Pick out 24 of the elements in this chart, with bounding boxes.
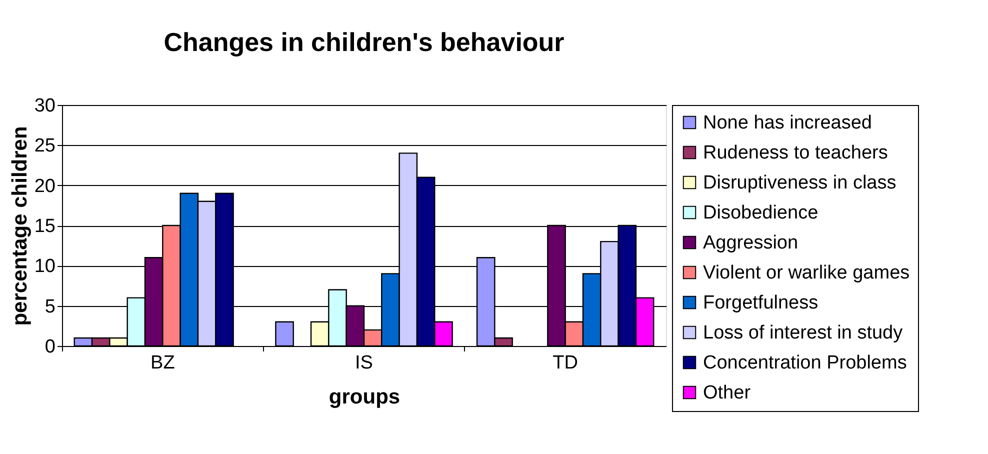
y-tick-label: 25 <box>34 136 56 157</box>
x-tick-label: IS <box>355 352 373 374</box>
legend-label: Rudeness to teachers <box>703 142 888 164</box>
legend-label: Concentration Problems <box>703 352 907 374</box>
y-tick-label: 0 <box>44 336 56 358</box>
legend-label: Disruptiveness in class <box>703 172 896 194</box>
legend-label: None has increased <box>703 112 872 134</box>
legend-label: Aggression <box>703 232 798 254</box>
x-axis-title: groups <box>328 386 400 408</box>
y-axis-title: percentage children <box>8 126 32 326</box>
legend-label: Other <box>703 382 752 404</box>
legend-label: Loss of interest in study <box>703 322 904 344</box>
y-tick-label: 5 <box>44 296 56 318</box>
x-tick-label: BZ <box>150 352 176 374</box>
y-tick-label: 10 <box>34 256 56 278</box>
chart-title: Changes in children's behaviour <box>164 27 564 57</box>
legend-label: Violent or warlike games <box>703 262 910 284</box>
x-tick-label: TD <box>552 352 578 374</box>
bar <box>275 321 294 347</box>
y-tick-label: 15 <box>34 216 56 237</box>
y-tick-label: 30 <box>34 96 56 116</box>
legend-label: Disobedience <box>703 202 818 224</box>
legend-label: Forgetfulness <box>703 292 818 314</box>
y-tick-label: 20 <box>34 176 56 197</box>
